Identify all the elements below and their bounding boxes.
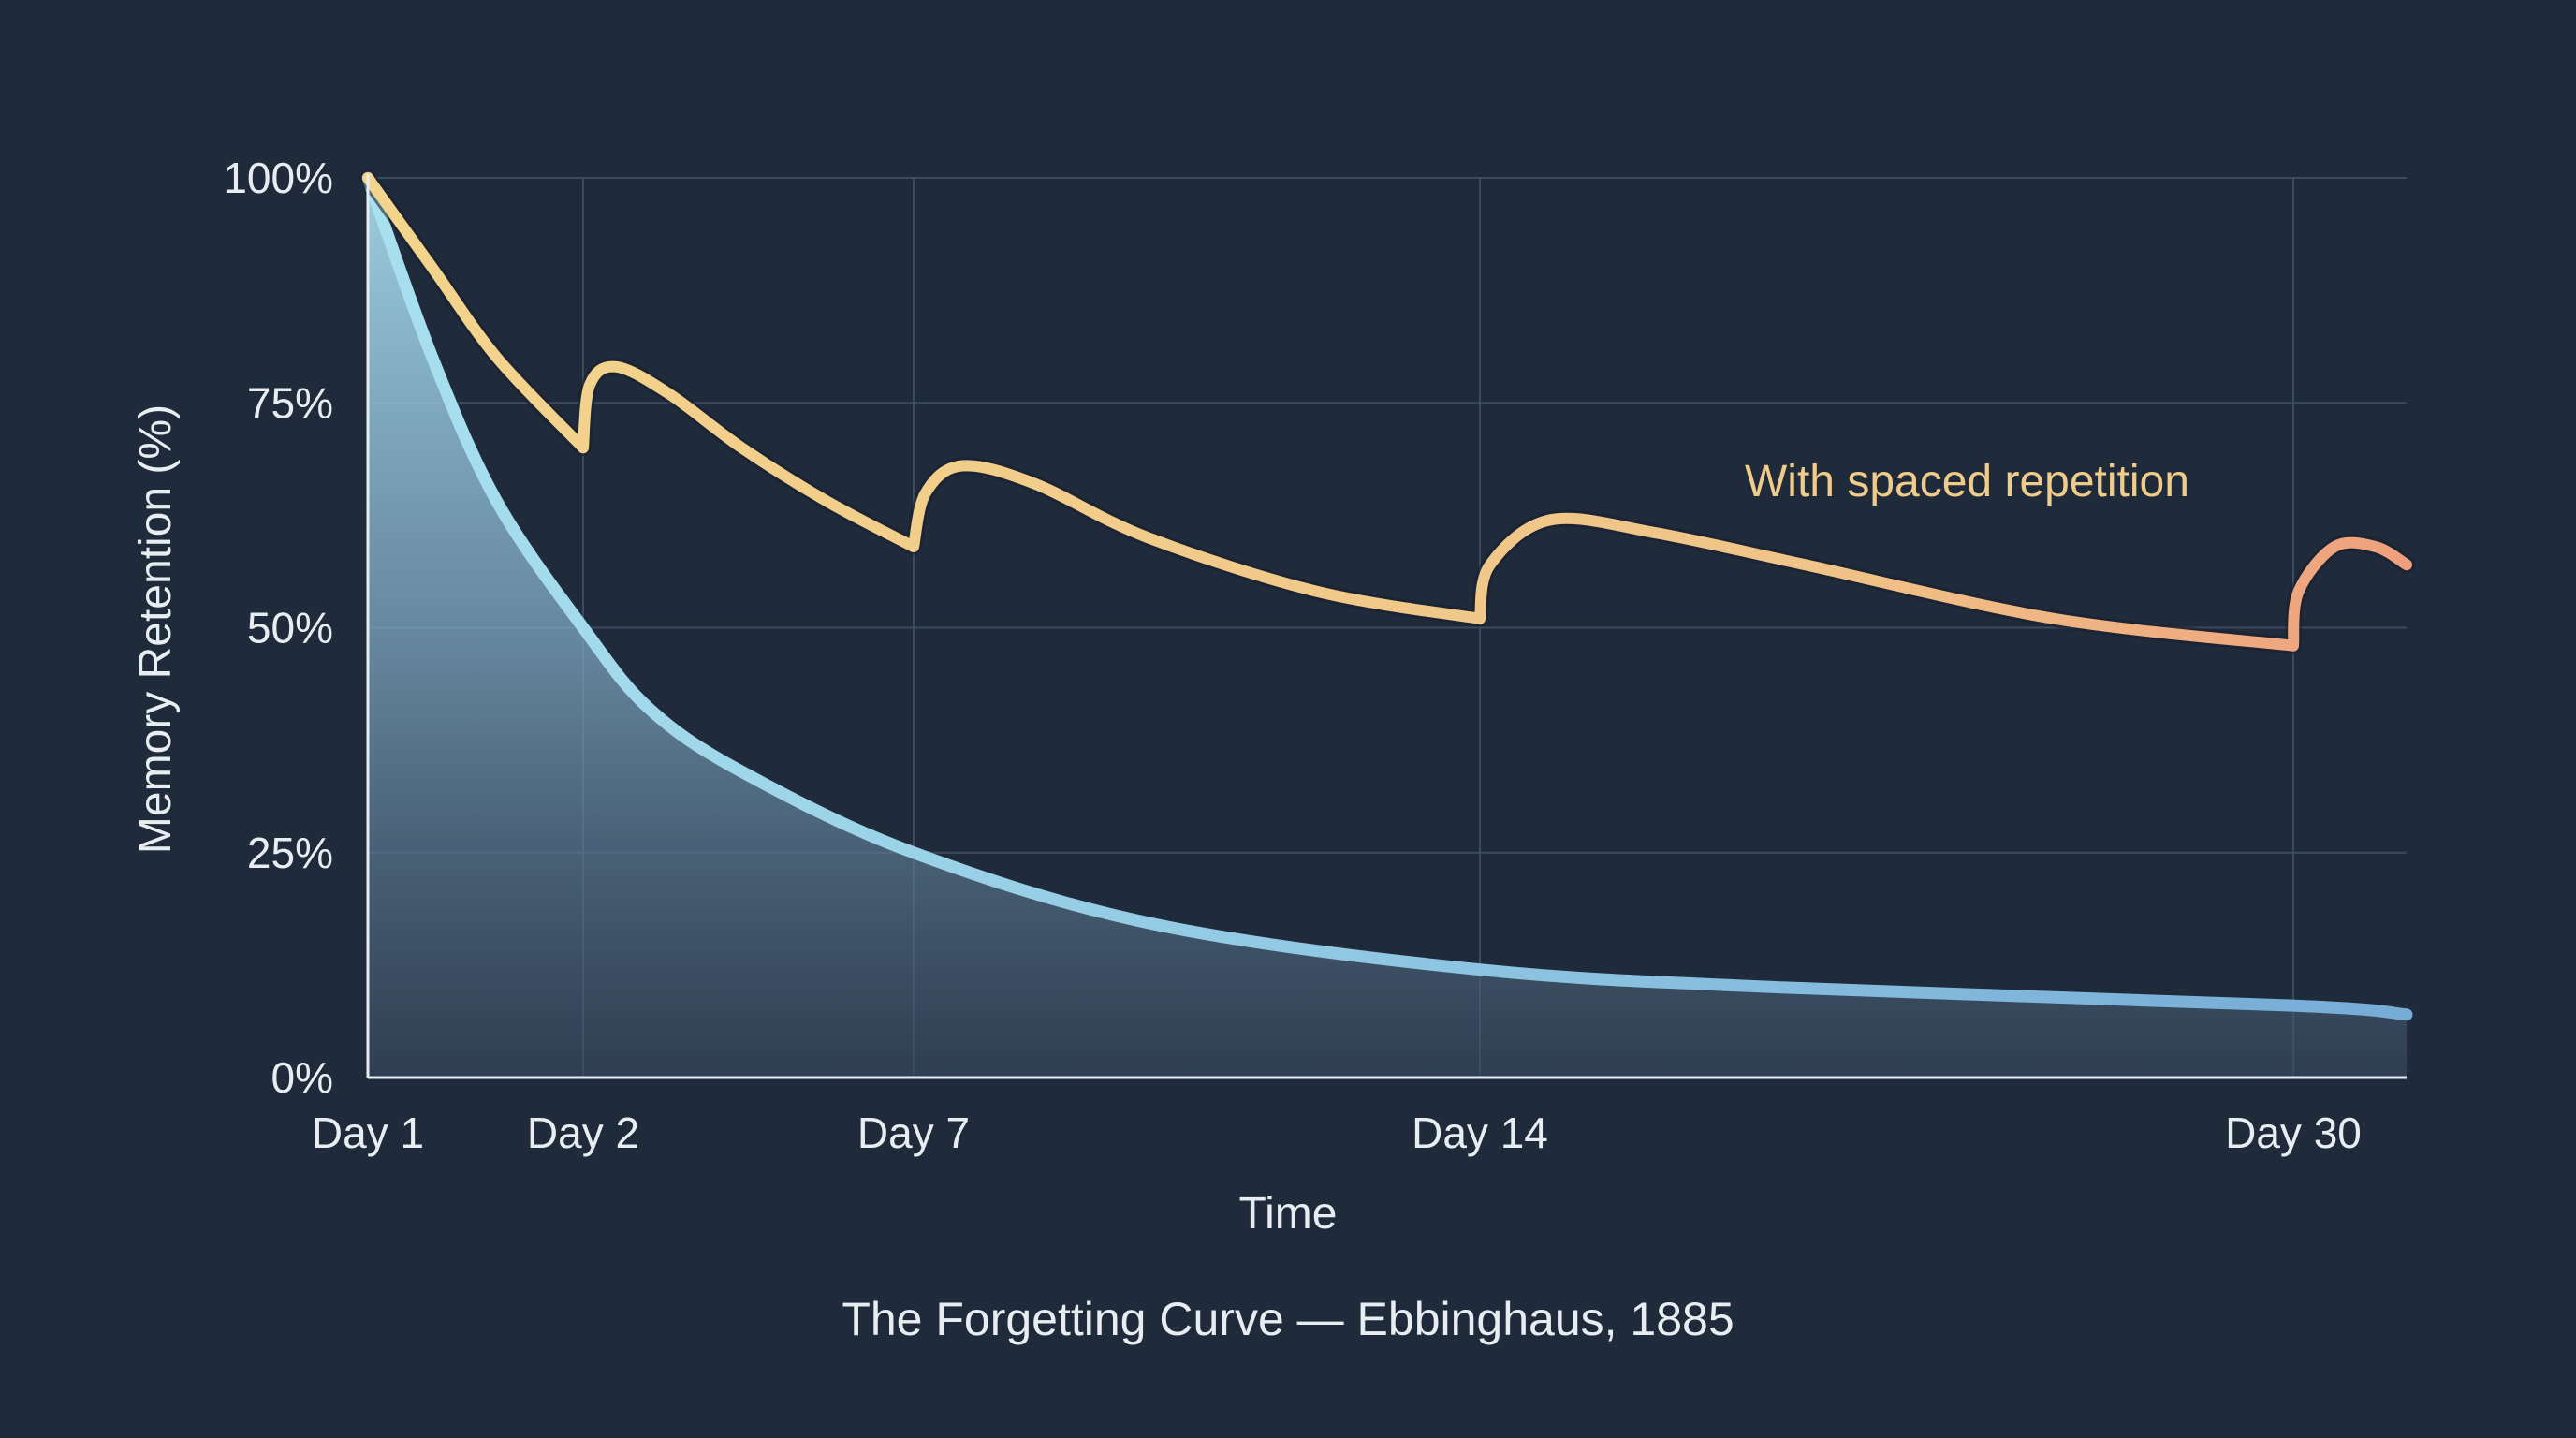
y-tick-label: 0% <box>271 1053 333 1102</box>
chart-title: The Forgetting Curve — Ebbinghaus, 1885 <box>842 1293 1734 1345</box>
y-axis-title: Memory Retention (%) <box>131 404 181 854</box>
x-tick-label: Day 1 <box>312 1108 424 1157</box>
forgetting-curve-area <box>368 178 2407 1078</box>
x-tick-label: Day 2 <box>527 1108 639 1157</box>
plot-area <box>359 169 2415 1079</box>
x-tick-label: Day 14 <box>1412 1108 1548 1157</box>
tick-labels: 0% 25% 50% 75% 100% Day 1 Day 2 Day 7 Day 14 Day … <box>223 154 2362 1157</box>
y-tick-label: 75% <box>247 378 333 427</box>
x-tick-label: Day 7 <box>857 1108 970 1157</box>
y-tick-label: 100% <box>223 154 333 202</box>
spaced-repetition-label: With spaced repetition <box>1745 457 2189 506</box>
y-tick-label: 25% <box>247 829 333 877</box>
spaced-repetition-shadow <box>359 169 2415 654</box>
spaced-repetition-line <box>362 172 2412 652</box>
forgetting-curve-line <box>361 171 2413 1021</box>
x-axis-title: Time <box>1239 1189 1338 1239</box>
y-tick-label: 50% <box>247 604 333 653</box>
x-tick-label: Day 30 <box>2225 1108 2362 1157</box>
